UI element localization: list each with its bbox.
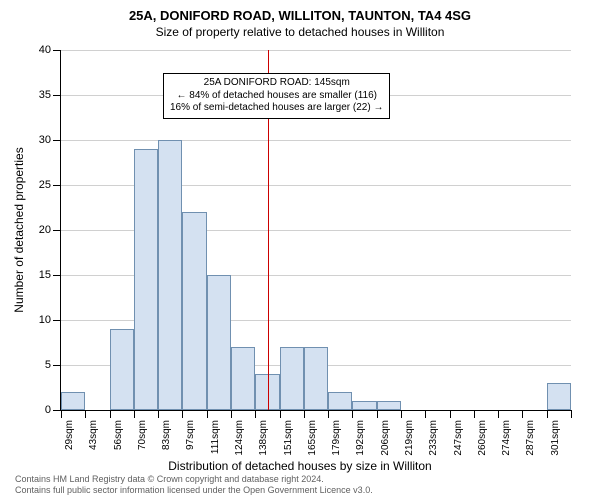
x-tick [231,410,232,418]
histogram-bar [352,401,376,410]
histogram-bar [231,347,255,410]
x-tick [134,410,135,418]
x-tick [110,410,111,418]
gridline [61,50,571,51]
histogram-bar [280,347,304,410]
x-tick [571,410,572,418]
x-tick-label: 97sqm [185,420,196,450]
plot-area: 051015202530354029sqm43sqm56sqm70sqm83sq… [60,50,571,411]
x-tick-label: 56sqm [113,420,124,450]
histogram-bar [547,383,571,410]
x-tick-label: 124sqm [234,420,245,456]
y-axis-label: Number of detached properties [12,147,26,312]
x-tick [498,410,499,418]
footer-line1: Contains HM Land Registry data © Crown c… [15,474,373,485]
x-tick [255,410,256,418]
x-axis-label: Distribution of detached houses by size … [0,459,600,473]
x-tick-label: 83sqm [161,420,172,450]
x-tick-label: 206sqm [380,420,391,456]
y-tick-label: 15 [39,269,61,281]
x-tick-label: 165sqm [307,420,318,456]
x-tick [450,410,451,418]
x-tick [85,410,86,418]
histogram-bar [328,392,352,410]
y-tick-label: 30 [39,134,61,146]
x-tick [328,410,329,418]
annotation-box: 25A DONIFORD ROAD: 145sqm← 84% of detach… [163,73,390,119]
annotation-line: 16% of semi-detached houses are larger (… [170,102,383,115]
y-tick-label: 25 [39,179,61,191]
histogram-bar [61,392,85,410]
x-tick-label: 179sqm [331,420,342,456]
x-tick [474,410,475,418]
annotation-line: ← 84% of detached houses are smaller (11… [170,90,383,103]
y-tick-label: 5 [45,359,61,371]
x-tick-label: 138sqm [258,420,269,456]
footer-attrib: Contains HM Land Registry data © Crown c… [15,474,373,496]
footer-line2: Contains full public sector information … [15,485,373,496]
x-tick-label: 151sqm [283,420,294,456]
x-tick [280,410,281,418]
x-tick-label: 247sqm [453,420,464,456]
y-tick-label: 35 [39,89,61,101]
x-tick [207,410,208,418]
x-tick-label: 233sqm [428,420,439,456]
x-tick [158,410,159,418]
histogram-bar [304,347,328,410]
x-tick-label: 111sqm [210,420,221,454]
x-tick [547,410,548,418]
gridline [61,140,571,141]
histogram-bar [377,401,401,410]
x-tick-label: 192sqm [355,420,366,456]
histogram-bar [182,212,206,410]
x-tick [182,410,183,418]
chart-title: 25A, DONIFORD ROAD, WILLITON, TAUNTON, T… [0,0,600,23]
x-tick-label: 274sqm [501,420,512,456]
histogram-bar [158,140,182,410]
x-tick-label: 260sqm [477,420,488,456]
histogram-bar [134,149,158,410]
chart-subtitle: Size of property relative to detached ho… [0,23,600,39]
x-tick [401,410,402,418]
x-tick [522,410,523,418]
x-tick [352,410,353,418]
histogram-bar [207,275,231,410]
annotation-line: 25A DONIFORD ROAD: 145sqm [170,77,383,90]
y-tick-label: 10 [39,314,61,326]
x-tick [425,410,426,418]
histogram-bar [110,329,134,410]
x-tick-label: 301sqm [550,420,561,456]
x-tick [304,410,305,418]
x-tick-label: 29sqm [64,420,75,450]
histogram-chart: 25A, DONIFORD ROAD, WILLITON, TAUNTON, T… [0,0,600,500]
x-tick [377,410,378,418]
y-tick-label: 40 [39,44,61,56]
x-tick-label: 70sqm [137,420,148,450]
y-tick-label: 0 [45,404,61,416]
y-tick-label: 20 [39,224,61,236]
x-tick-label: 43sqm [88,420,99,450]
x-tick-label: 219sqm [404,420,415,456]
x-tick [61,410,62,418]
x-tick-label: 287sqm [525,420,536,456]
